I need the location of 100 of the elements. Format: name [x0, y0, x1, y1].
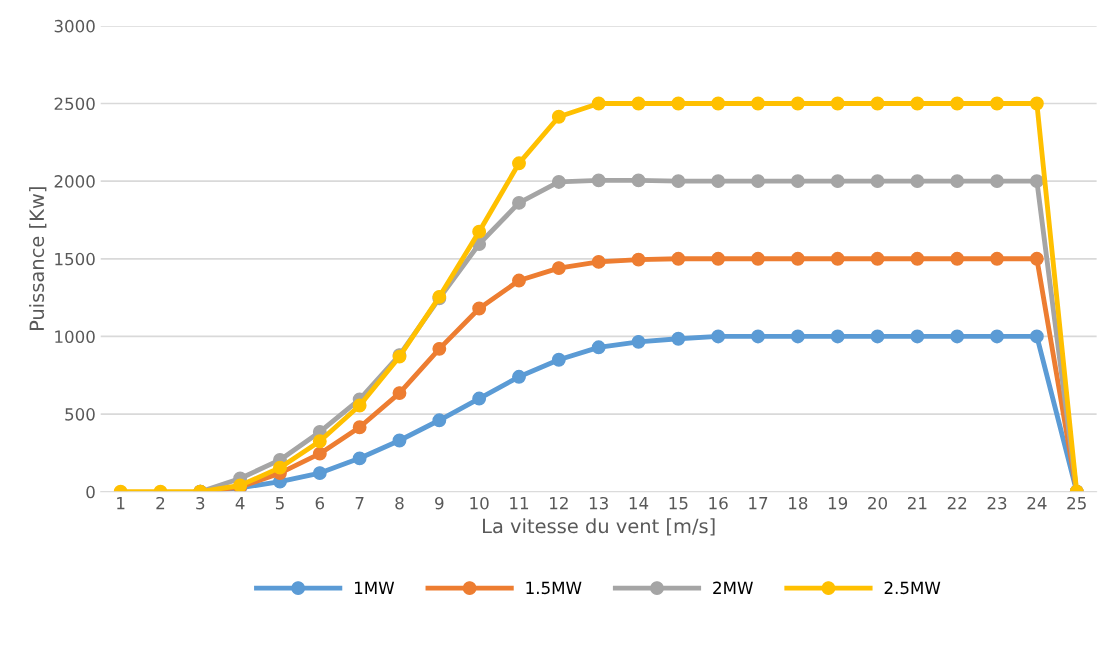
- point: [870, 251, 885, 266]
- point: [671, 96, 686, 111]
- point: [512, 369, 526, 384]
- legend-label: 2.5MW: [884, 581, 941, 595]
- point: [472, 391, 487, 406]
- point: [392, 386, 407, 401]
- point: [950, 174, 965, 189]
- x-tick-label: 4: [235, 497, 245, 510]
- point: [830, 96, 845, 111]
- point: [551, 352, 566, 367]
- x-tick-label: 7: [355, 497, 364, 510]
- point: [671, 174, 686, 189]
- y-tick-label: 1000: [55, 330, 95, 344]
- point: [472, 224, 487, 239]
- point: [830, 251, 845, 266]
- point: [551, 261, 566, 276]
- point: [352, 451, 367, 466]
- point: [711, 174, 726, 189]
- point: [870, 174, 885, 189]
- x-tick-label: 25: [1067, 496, 1086, 510]
- point: [990, 329, 1004, 344]
- point: [711, 96, 726, 111]
- x-tick-label: 17: [749, 497, 768, 510]
- x-tick-label: 15: [669, 497, 688, 510]
- x-tick-label: 8: [395, 496, 404, 510]
- point: [273, 460, 287, 475]
- point: [910, 251, 925, 266]
- point: [512, 273, 526, 288]
- x-tick-label: 24: [1027, 496, 1047, 510]
- point: [312, 466, 327, 481]
- point: [790, 96, 805, 111]
- point: [910, 329, 925, 344]
- x-tick-label: 23: [987, 496, 1007, 510]
- x-tick-label: 19: [828, 496, 848, 510]
- point: [790, 251, 805, 266]
- point: [1029, 329, 1044, 344]
- point: [950, 96, 965, 111]
- y-tick-label: 3000: [54, 19, 95, 33]
- point: [950, 251, 965, 266]
- x-tick-label: 20: [868, 496, 888, 510]
- point: [990, 174, 1004, 189]
- point: [870, 96, 885, 111]
- point: [551, 109, 566, 124]
- point: [631, 173, 646, 188]
- x-tick-label: 21: [907, 496, 927, 510]
- point: [751, 174, 765, 189]
- x-axis-title: La vitesse du vent [m/s]: [483, 518, 715, 536]
- point: [790, 329, 805, 344]
- point: [990, 96, 1004, 111]
- point: [631, 334, 646, 349]
- y-tick-label: 0: [86, 485, 95, 499]
- point: [432, 413, 447, 428]
- x-tick-label: 11: [510, 497, 529, 510]
- point: [591, 340, 606, 355]
- point: [830, 329, 845, 344]
- x-tick-label: 2: [156, 496, 165, 510]
- x-tick-label: 14: [629, 497, 649, 510]
- point: [751, 329, 765, 344]
- point: [990, 251, 1004, 266]
- point: [711, 329, 726, 344]
- point: [631, 252, 646, 267]
- legend-label: 2MW: [713, 581, 753, 594]
- x-tick-label: 18: [789, 496, 808, 510]
- point: [671, 331, 686, 346]
- point: [352, 420, 367, 435]
- point: [591, 254, 606, 269]
- x-tick-label: 3: [196, 496, 205, 510]
- point: [312, 434, 327, 449]
- point: [1029, 251, 1044, 266]
- x-tick-label: 9: [435, 496, 444, 510]
- point: [472, 301, 487, 316]
- legend-label: 1.5MW: [526, 581, 582, 595]
- point: [512, 156, 526, 171]
- point: [512, 195, 526, 210]
- point: [352, 398, 367, 413]
- x-tick-label: 22: [947, 496, 967, 510]
- point: [591, 173, 606, 188]
- point: [631, 96, 646, 111]
- point: [711, 251, 726, 266]
- y-tick-label: 1500: [55, 252, 95, 266]
- x-tick-label: 13: [589, 496, 608, 510]
- y-tick-label: 2500: [54, 97, 95, 111]
- point: [910, 96, 925, 111]
- point: [1029, 96, 1044, 111]
- point: [790, 174, 805, 189]
- y-axis-title: Puissance [Kw]: [29, 187, 47, 331]
- point: [671, 251, 686, 266]
- y-tick-label: 500: [65, 408, 95, 421]
- y-tick-label: 2000: [54, 175, 95, 188]
- point: [312, 446, 327, 461]
- legend-label: 1MW: [355, 581, 395, 594]
- point: [432, 341, 447, 356]
- x-tick-label: 6: [315, 496, 325, 510]
- point: [1029, 174, 1044, 189]
- point: [751, 251, 765, 266]
- point: [870, 329, 885, 344]
- x-tick-label: 10: [470, 496, 489, 510]
- point: [751, 96, 765, 111]
- x-tick-label: 12: [550, 496, 568, 510]
- point: [950, 329, 965, 344]
